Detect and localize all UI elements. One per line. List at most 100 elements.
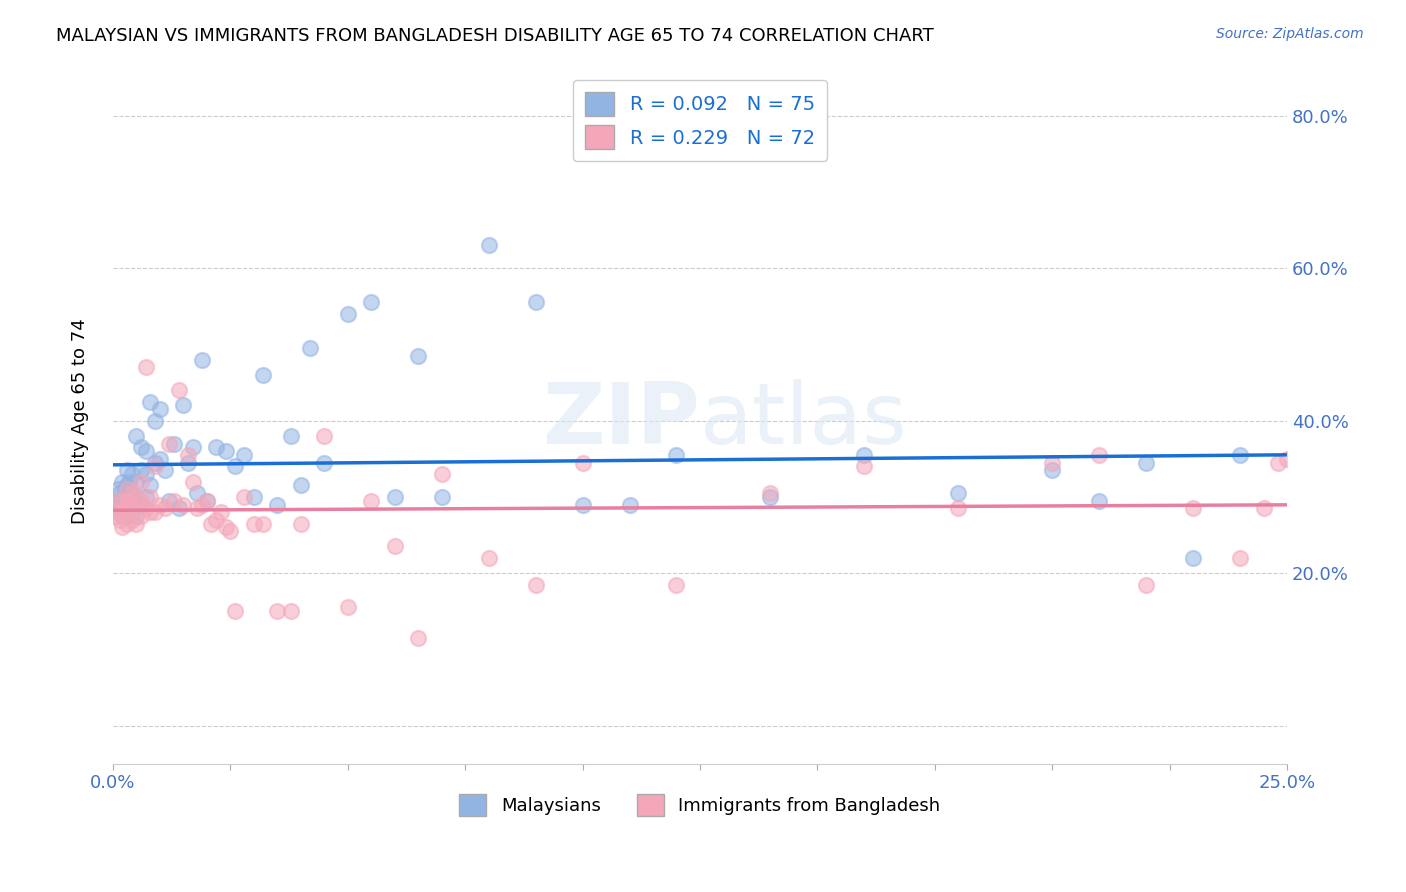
Point xyxy=(108,505,131,519)
Point xyxy=(115,493,138,508)
Point xyxy=(205,440,228,454)
Point xyxy=(233,448,256,462)
Point xyxy=(252,516,274,531)
Point xyxy=(948,501,970,516)
Point xyxy=(384,540,406,554)
Point xyxy=(759,490,782,504)
Point xyxy=(149,498,172,512)
Point xyxy=(107,483,129,497)
Point xyxy=(163,493,186,508)
Point xyxy=(121,486,143,500)
Point xyxy=(177,448,200,462)
Point xyxy=(360,295,382,310)
Point xyxy=(1182,550,1205,565)
Point xyxy=(104,508,127,523)
Point xyxy=(111,508,134,523)
Point xyxy=(948,486,970,500)
Point xyxy=(107,493,129,508)
Point xyxy=(115,505,138,519)
Point xyxy=(121,486,143,500)
Point xyxy=(524,577,547,591)
Point xyxy=(121,467,143,481)
Point xyxy=(129,498,152,512)
Point xyxy=(759,486,782,500)
Point xyxy=(114,483,136,497)
Y-axis label: Disability Age 65 to 74: Disability Age 65 to 74 xyxy=(72,318,89,524)
Text: ZIP: ZIP xyxy=(543,379,700,462)
Point xyxy=(853,448,876,462)
Point xyxy=(153,501,176,516)
Point xyxy=(242,516,264,531)
Point xyxy=(214,444,236,458)
Point xyxy=(524,295,547,310)
Point xyxy=(129,463,152,477)
Point xyxy=(224,459,246,474)
Point xyxy=(290,516,312,531)
Point xyxy=(1135,456,1157,470)
Point xyxy=(125,429,148,443)
Point xyxy=(129,493,152,508)
Point xyxy=(125,501,148,516)
Point xyxy=(143,414,166,428)
Point xyxy=(107,505,129,519)
Point xyxy=(125,516,148,531)
Point xyxy=(233,490,256,504)
Point xyxy=(1088,493,1111,508)
Point xyxy=(139,505,162,519)
Text: Source: ZipAtlas.com: Source: ZipAtlas.com xyxy=(1216,27,1364,41)
Point xyxy=(111,493,134,508)
Point xyxy=(1182,501,1205,516)
Point xyxy=(571,456,593,470)
Point xyxy=(111,475,134,489)
Point xyxy=(129,508,152,523)
Point xyxy=(125,490,148,504)
Point xyxy=(107,493,129,508)
Point xyxy=(135,501,157,516)
Point xyxy=(1267,456,1289,470)
Point xyxy=(619,498,641,512)
Point xyxy=(139,394,162,409)
Point xyxy=(115,478,138,492)
Point xyxy=(186,486,208,500)
Point xyxy=(115,508,138,523)
Point xyxy=(219,524,242,539)
Point xyxy=(125,508,148,523)
Point xyxy=(430,490,453,504)
Point xyxy=(186,501,208,516)
Point xyxy=(195,493,218,508)
Text: atlas: atlas xyxy=(700,379,908,462)
Point xyxy=(135,360,157,375)
Point xyxy=(406,349,429,363)
Point xyxy=(214,520,236,534)
Point xyxy=(143,505,166,519)
Legend: Malaysians, Immigrants from Bangladesh: Malaysians, Immigrants from Bangladesh xyxy=(453,787,948,823)
Point xyxy=(1229,550,1251,565)
Point xyxy=(104,501,127,516)
Point xyxy=(1135,577,1157,591)
Point xyxy=(121,498,143,512)
Point xyxy=(149,402,172,417)
Point xyxy=(143,456,166,470)
Point xyxy=(478,550,501,565)
Point xyxy=(191,498,214,512)
Point xyxy=(157,436,180,450)
Point xyxy=(118,475,141,489)
Point xyxy=(1040,456,1063,470)
Point xyxy=(478,238,501,252)
Point xyxy=(143,459,166,474)
Point xyxy=(360,493,382,508)
Point xyxy=(266,498,288,512)
Point xyxy=(181,440,204,454)
Point xyxy=(129,440,152,454)
Point xyxy=(121,505,143,519)
Point xyxy=(209,505,232,519)
Point xyxy=(129,475,152,489)
Point xyxy=(167,383,190,397)
Point xyxy=(111,520,134,534)
Point xyxy=(121,513,143,527)
Point xyxy=(200,516,222,531)
Point xyxy=(853,459,876,474)
Point xyxy=(430,467,453,481)
Point xyxy=(280,429,302,443)
Point xyxy=(571,498,593,512)
